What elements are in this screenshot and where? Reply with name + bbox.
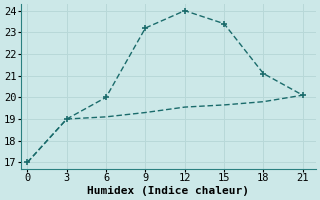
- X-axis label: Humidex (Indice chaleur): Humidex (Indice chaleur): [87, 186, 249, 196]
